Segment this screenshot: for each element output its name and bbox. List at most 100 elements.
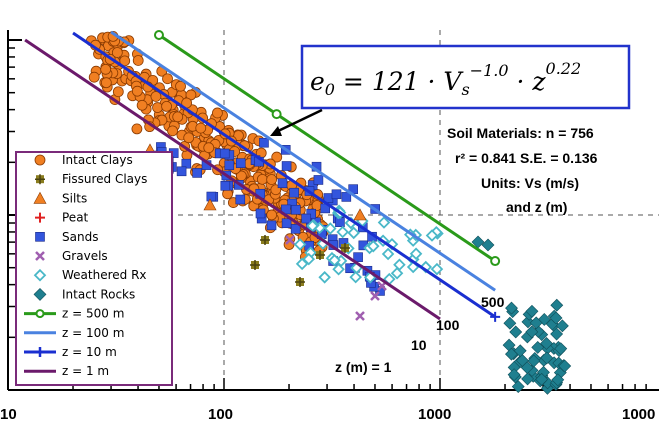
eq-main: = 121 · V [335, 67, 464, 96]
point-intact-clay [172, 111, 184, 123]
point-weathered-rock [306, 219, 319, 233]
point-sand [224, 160, 235, 170]
legend-label-9: z = 100 m [62, 326, 124, 340]
point-intact-rock [527, 354, 541, 368]
line-label-500: 500 [481, 294, 505, 310]
point-intact-rock [540, 351, 554, 365]
point-weathered-rock [318, 271, 331, 284]
point-weathered-rock [409, 247, 423, 261]
trend-line-3 [24, 38, 441, 321]
point-intact-rock [511, 380, 525, 394]
eq-e: e [310, 67, 325, 96]
point-gravel [370, 291, 380, 301]
point-sand [341, 192, 352, 202]
point-intact-clay [152, 102, 163, 113]
point-intact-clay [162, 73, 173, 85]
point-intact-clay [131, 123, 143, 135]
legend-item-4: Sands [35, 230, 98, 244]
point-weathered-rock [430, 262, 444, 276]
point-sand [353, 252, 363, 262]
legend-marker-2 [33, 191, 47, 204]
equation-arrow [275, 108, 323, 134]
legend-item-6: Weathered Rx [33, 268, 147, 282]
point-intact-clay [88, 71, 100, 83]
point-sand [259, 137, 269, 148]
trend-lines [24, 30, 501, 322]
point-intact-clay [100, 63, 112, 75]
point-intact-clay [183, 132, 195, 144]
trend-marker-circle [271, 109, 282, 120]
point-sand [335, 217, 345, 228]
point-weathered-rock [332, 262, 345, 276]
legend: Intact Clays Fissured Clays Silts Peat Sands… [15, 151, 173, 386]
point-intact-clay [212, 107, 223, 119]
point-intact-rock [507, 368, 521, 382]
legend-marker-7 [33, 287, 47, 301]
eq-vs-exp: −1.0 [470, 61, 509, 80]
y-ticks [8, 39, 22, 339]
legend-label-4: Sands [62, 230, 98, 244]
annotation-depth-units: and z (m) [506, 199, 567, 215]
legend-marker-3 [35, 212, 45, 223]
point-intact-clay [112, 86, 124, 98]
legend-label-10: z = 10 m [62, 345, 117, 359]
point-weathered-rock [390, 266, 404, 280]
trend-line-2 [72, 31, 496, 319]
point-intact-clay [195, 122, 207, 134]
point-weathered-rock [347, 226, 360, 240]
legend-item-0: Intact Clays [34, 153, 133, 167]
point-intact-clay [256, 173, 268, 185]
annotation-materials: Soil Materials: n = 756 [447, 125, 594, 141]
point-intact-rock [481, 238, 495, 252]
legend-label-3: Peat [62, 211, 89, 225]
x-tick-label-10: 10 [0, 406, 17, 422]
point-intact-rock [550, 327, 564, 341]
legend-item-7: Intact Rocks [33, 287, 135, 301]
point-intact-rock [505, 301, 518, 315]
point-sand [290, 224, 301, 234]
point-sand [291, 204, 301, 215]
eq-z-exp: 0.22 [546, 59, 582, 78]
data-points [85, 30, 572, 395]
point-fissured-clay-cross [250, 260, 260, 270]
point-sand [206, 191, 217, 202]
legend-label-6: Weathered Rx [62, 268, 147, 282]
point-intact-rock [558, 359, 572, 373]
point-intact-rock [551, 373, 565, 387]
svg-text:e0 = 121 · Vs−1.0 · z0.22: e0 = 121 · Vs−1.0 · z0.22 [310, 59, 581, 99]
point-intact-rock [529, 316, 543, 330]
annotation-units: Units: Vs (m/s) [481, 175, 579, 191]
point-fissured-clay-cross [340, 243, 350, 253]
point-sand [306, 208, 317, 219]
point-sand [220, 181, 231, 191]
legend-item-9: z = 100 m [24, 326, 124, 340]
equation-arrowhead [270, 126, 282, 136]
trend-line-1 [110, 30, 496, 292]
point-sand [331, 189, 342, 200]
point-sand [235, 194, 246, 205]
line-label-1: z (m) = 1 [335, 359, 392, 375]
annotation-r2: r² = 0.841 S.E. = 0.136 [455, 150, 598, 166]
point-sand [281, 218, 292, 229]
legend-marker-6 [33, 268, 47, 282]
point-intact-clay [131, 85, 143, 97]
point-weathered-rock [425, 229, 439, 242]
legend-marker-5 [35, 251, 45, 261]
point-intact-rock [525, 304, 539, 318]
point-intact-rock [525, 325, 539, 339]
eq-vs-sub: s [461, 80, 469, 99]
point-intact-clay [100, 77, 112, 89]
legend-marker-1-cross [35, 174, 45, 185]
point-weathered-rock [293, 238, 307, 251]
point-weathered-rock [295, 257, 309, 271]
point-sand [219, 148, 230, 159]
point-intact-clay [132, 55, 144, 66]
point-sand [192, 168, 202, 178]
eq-dot: · z [509, 67, 547, 96]
point-weathered-rock [349, 270, 362, 284]
point-gravel [355, 311, 365, 321]
point-sand [277, 178, 288, 189]
point-intact-clay [150, 91, 162, 102]
point-weathered-rock [328, 253, 341, 267]
